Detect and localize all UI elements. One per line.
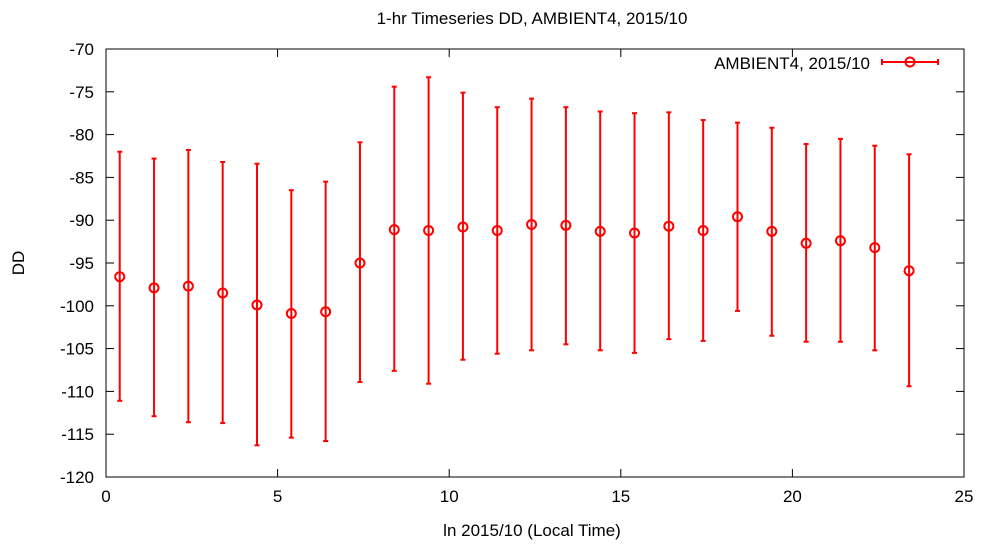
- point-marker: [148, 282, 160, 294]
- data-point: [423, 76, 435, 385]
- data-point: [800, 143, 812, 343]
- data-point: [457, 91, 469, 361]
- point-marker: [354, 257, 366, 269]
- point-marker: [629, 227, 641, 239]
- y-tick-label: -105: [60, 340, 94, 359]
- point-marker: [217, 287, 229, 299]
- y-tick-label: -75: [69, 83, 94, 102]
- point-marker: [800, 237, 812, 249]
- point-marker: [491, 224, 503, 236]
- point-marker: [560, 219, 572, 231]
- data-point: [354, 141, 366, 383]
- legend-label: AMBIENT4, 2015/10: [714, 54, 870, 73]
- y-tick-label: -95: [69, 254, 94, 273]
- data-point: [834, 137, 846, 343]
- y-tick-label: -120: [60, 468, 94, 487]
- y-tick-label: -100: [60, 297, 94, 316]
- data-point: [697, 119, 709, 342]
- y-tick-label: -90: [69, 211, 94, 230]
- axis-ticks: [105, 48, 965, 478]
- data-point: [629, 112, 641, 354]
- point-marker: [697, 224, 709, 236]
- point-marker: [457, 221, 469, 233]
- data-point: [869, 144, 881, 352]
- point-marker: [834, 235, 846, 247]
- point-marker: [388, 224, 400, 236]
- point-marker: [869, 242, 881, 254]
- y-axis-label: DD: [9, 251, 28, 276]
- x-tick-label: 15: [611, 487, 630, 506]
- data-point: [285, 189, 297, 439]
- point-marker: [251, 299, 263, 311]
- data-point: [663, 111, 675, 341]
- y-tick-label: -70: [69, 40, 94, 59]
- data-point: [388, 85, 400, 372]
- point-marker: [731, 211, 743, 223]
- data-series: [114, 76, 915, 447]
- x-tick-label: 0: [101, 487, 110, 506]
- y-tick-label: -85: [69, 168, 94, 187]
- point-marker: [663, 220, 675, 232]
- data-point: [491, 106, 503, 355]
- y-tick-label: -115: [61, 425, 94, 444]
- point-marker: [423, 224, 435, 236]
- point-marker: [766, 225, 778, 237]
- data-point: [251, 162, 263, 447]
- legend: AMBIENT4, 2015/10: [714, 54, 939, 73]
- data-point: [731, 121, 743, 312]
- x-tick-labels: 0 5 10 15 20 25: [101, 487, 973, 506]
- y-tick-label: -110: [61, 382, 94, 401]
- y-tick-label: -80: [69, 126, 94, 145]
- point-marker: [114, 271, 126, 283]
- legend-marker: [881, 56, 939, 68]
- data-point: [182, 149, 194, 424]
- chart-title: 1-hr Timeseries DD, AMBIENT4, 2015/10: [377, 9, 688, 28]
- point-marker: [526, 218, 538, 230]
- data-point: [766, 126, 778, 337]
- y-tick-labels: -70 -75 -80 -85 -90 -95 -100 -105 -110 -115 -120: [60, 40, 94, 487]
- plot-frame: [105, 48, 965, 478]
- point-marker: [285, 308, 297, 320]
- data-point: [903, 153, 915, 388]
- data-point: [526, 97, 538, 352]
- point-marker: [182, 280, 194, 292]
- data-point: [217, 160, 229, 425]
- point-marker: [320, 306, 332, 318]
- data-point: [114, 150, 126, 402]
- x-tick-label: 25: [955, 487, 974, 506]
- x-tick-label: 10: [440, 487, 459, 506]
- x-axis-label: ln 2015/10 (Local Time): [443, 521, 621, 540]
- x-tick-label: 5: [273, 487, 282, 506]
- data-point: [594, 110, 606, 352]
- data-point: [320, 180, 332, 443]
- point-marker: [594, 225, 606, 237]
- data-point: [148, 157, 160, 418]
- point-marker: [903, 265, 915, 277]
- x-tick-label: 20: [783, 487, 802, 506]
- data-point: [560, 106, 572, 346]
- legend-marker-circle: [904, 56, 916, 68]
